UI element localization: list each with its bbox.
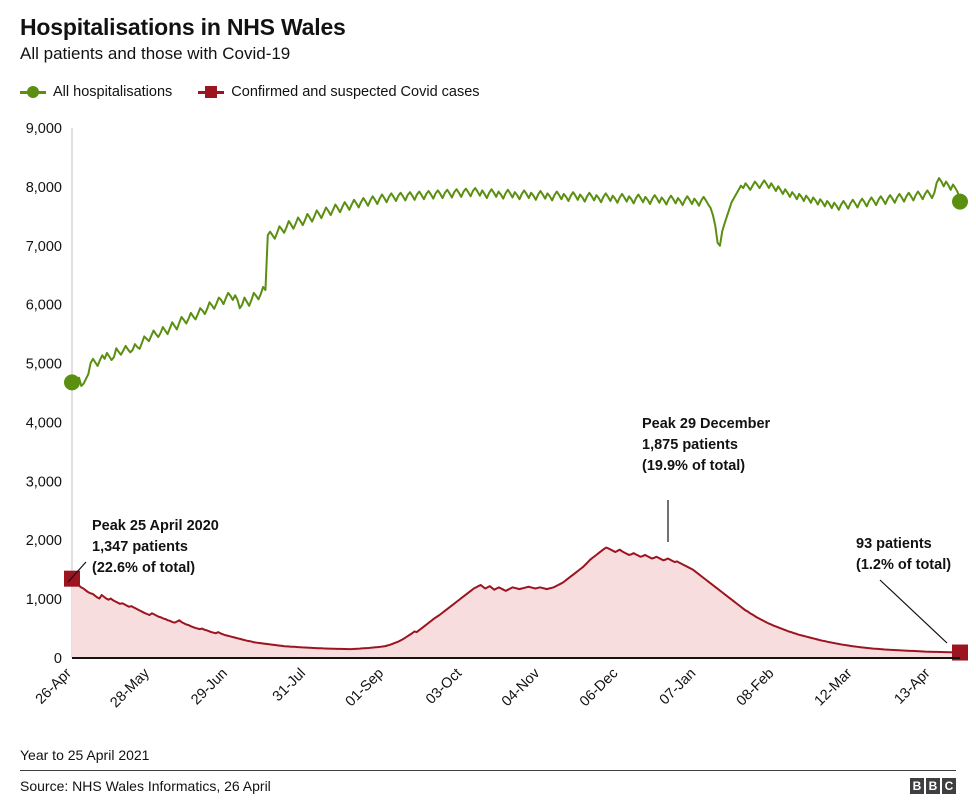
x-axis-tick-label: 28-May xyxy=(107,665,153,711)
legend-item-covid-cases: Confirmed and suspected Covid cases xyxy=(198,84,480,100)
series-end-marker xyxy=(952,193,968,210)
annotation-line: Peak 25 April 2020 xyxy=(92,518,219,534)
chart-svg: 0 1,000 2,000 3,000 4,000 5,000 6,000 7,000 8,00… xyxy=(26,121,968,711)
bbc-logo-letter-2: B xyxy=(926,778,940,794)
annotation-line: 1,347 patients xyxy=(92,539,188,555)
x-axis-tick-label: 12-Mar xyxy=(812,665,856,709)
series-start-marker xyxy=(64,374,80,391)
series-line-confirmed-and-suspected-covid-cases xyxy=(71,546,961,654)
series-area-confirmed-and-suspected-covid-cases xyxy=(72,547,960,658)
y-axis-tick-label: 8,000 xyxy=(26,180,62,196)
series-line-all-hospitalisations xyxy=(71,177,961,387)
annotations-layer: Peak 25 April 2020 1,347 patients (22.6% o… xyxy=(67,416,951,644)
bbc-logo: B B C xyxy=(910,778,956,794)
series-start-marker xyxy=(64,570,80,587)
annotation-leader-line xyxy=(879,579,948,644)
x-axis-tick-label: 01-Sep xyxy=(343,666,387,710)
annotation-line: (19.9% of total) xyxy=(642,458,745,474)
y-axis-tick-label: 4,000 xyxy=(26,415,62,431)
x-axis-tick-labels: 26-Apr 28-May 29-Jun 31-Jul 01-Sep 03-Oct 04-N… xyxy=(33,665,934,711)
series-layer xyxy=(64,177,968,661)
footnote-text: Year to 25 April 2021 xyxy=(20,747,150,763)
square-marker-icon xyxy=(198,85,225,99)
annotation-line: 93 patients xyxy=(856,536,932,552)
x-axis-tick-label: 29-Jun xyxy=(188,666,231,709)
bbc-logo-letter-3: C xyxy=(942,778,956,794)
x-axis-tick-label: 07-Jan xyxy=(657,666,700,709)
y-axis-tick-label: 7,000 xyxy=(26,239,62,255)
page-subtitle: All patients and those with Covid-19 xyxy=(20,44,291,64)
annotation-leader-line xyxy=(67,561,87,583)
x-axis-tick-label: 08-Feb xyxy=(734,666,778,710)
x-axis-tick-label: 13-Apr xyxy=(891,665,933,707)
page-title: Hospitalisations in NHS Wales xyxy=(20,14,346,40)
chart-legend: All hospitalisations Confirmed and suspe… xyxy=(20,84,480,100)
legend-label-all-hospitalisations: All hospitalisations xyxy=(53,84,173,100)
x-axis-tick-label: 06-Dec xyxy=(577,666,621,710)
y-axis-tick-label: 6,000 xyxy=(26,298,62,314)
y-axis-tick-labels: 0 1,000 2,000 3,000 4,000 5,000 6,000 7,000 8,00… xyxy=(26,121,62,667)
x-axis-tick-label: 03-Oct xyxy=(423,666,465,708)
annotation-line: Peak 29 December xyxy=(642,416,771,432)
legend-label-covid-cases: Confirmed and suspected Covid cases xyxy=(231,84,480,100)
footer-divider xyxy=(20,770,956,771)
y-axis-tick-label: 3,000 xyxy=(26,474,62,490)
chart-header: Hospitalisations in NHS Wales All patien… xyxy=(20,14,956,65)
bbc-logo-letter-1: B xyxy=(910,778,924,794)
y-axis-tick-label: 5,000 xyxy=(26,357,62,373)
y-axis-tick-label: 0 xyxy=(54,651,62,667)
annotation-line: (22.6% of total) xyxy=(92,560,195,576)
legend-item-all-hospitalisations: All hospitalisations xyxy=(20,84,172,100)
y-axis-tick-label: 1,000 xyxy=(26,592,62,608)
y-axis-tick-label: 2,000 xyxy=(26,533,62,549)
chart-footer: Year to 25 April 2021 Source: NHS Wales … xyxy=(20,747,956,794)
source-text: Source: NHS Wales Informatics, 26 April xyxy=(20,778,271,794)
annotation-line: (1.2% of total) xyxy=(856,557,951,573)
x-axis-tick-label: 04-Nov xyxy=(499,665,544,710)
annotation-line: 1,875 patients xyxy=(642,437,738,453)
chart-plot-area: 0 1,000 2,000 3,000 4,000 5,000 6,000 7,000 8,00… xyxy=(0,110,976,720)
x-axis-tick-label: 31-Jul xyxy=(270,666,309,705)
circle-marker-icon xyxy=(20,85,46,99)
x-axis-tick-label: 26-Apr xyxy=(33,665,75,707)
series-end-marker xyxy=(952,644,968,661)
y-axis-tick-label: 9,000 xyxy=(26,121,62,137)
